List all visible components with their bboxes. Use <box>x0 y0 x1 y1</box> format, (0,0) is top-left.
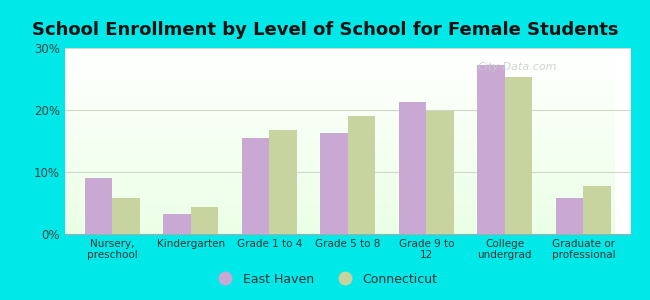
Bar <box>65 129 615 132</box>
Legend: East Haven, Connecticut: East Haven, Connecticut <box>207 268 443 291</box>
Bar <box>65 64 615 67</box>
Bar <box>65 85 615 88</box>
Bar <box>65 160 615 163</box>
Bar <box>65 172 615 175</box>
Bar <box>65 194 615 197</box>
Bar <box>65 94 615 98</box>
Bar <box>65 157 615 160</box>
Bar <box>65 107 615 110</box>
Bar <box>65 181 615 184</box>
Bar <box>65 51 615 54</box>
Bar <box>65 150 615 153</box>
Bar <box>65 101 615 104</box>
Bar <box>65 82 615 85</box>
Bar <box>505 77 532 234</box>
Bar <box>65 231 615 234</box>
Bar <box>348 116 375 234</box>
Bar <box>65 144 615 147</box>
Bar <box>65 225 615 228</box>
Bar <box>65 141 615 144</box>
Bar <box>65 190 615 194</box>
Bar <box>65 206 615 209</box>
Bar <box>65 184 615 188</box>
Bar <box>65 116 615 119</box>
Bar <box>65 175 615 178</box>
Bar <box>190 207 218 234</box>
Bar <box>477 65 505 234</box>
Bar <box>65 178 615 181</box>
Bar <box>65 48 615 51</box>
Bar <box>65 132 615 135</box>
Text: City-Data.com: City-Data.com <box>478 62 557 72</box>
Bar <box>65 67 615 70</box>
Bar <box>65 76 615 79</box>
Bar <box>556 198 584 234</box>
Bar <box>65 212 615 215</box>
Bar <box>320 133 348 234</box>
Bar <box>65 215 615 218</box>
Bar <box>65 73 615 76</box>
Bar <box>65 125 615 129</box>
Bar <box>65 228 615 231</box>
Bar <box>65 92 615 94</box>
Bar <box>65 54 615 57</box>
Bar <box>399 102 426 234</box>
Bar <box>65 138 615 141</box>
Bar <box>65 98 615 101</box>
Bar <box>65 70 615 73</box>
Bar <box>65 110 615 113</box>
Bar <box>65 113 615 116</box>
Bar <box>65 104 615 107</box>
Bar <box>65 88 615 91</box>
Bar <box>65 209 615 212</box>
Bar <box>65 135 615 138</box>
Bar <box>269 130 296 234</box>
Bar <box>65 122 615 125</box>
Bar <box>65 169 615 172</box>
Bar <box>242 138 269 234</box>
Bar <box>65 166 615 169</box>
Bar <box>65 188 615 190</box>
Bar <box>65 57 615 60</box>
Bar <box>65 222 615 225</box>
Bar <box>65 79 615 82</box>
Bar <box>112 198 140 234</box>
Bar <box>65 60 615 64</box>
Bar <box>65 197 615 200</box>
Bar <box>65 119 615 122</box>
Bar <box>65 200 615 203</box>
Bar <box>65 218 615 222</box>
Bar <box>584 186 611 234</box>
Bar <box>65 163 615 166</box>
Bar <box>84 178 112 234</box>
Text: School Enrollment by Level of School for Female Students: School Enrollment by Level of School for… <box>32 21 618 39</box>
Bar <box>65 147 615 150</box>
Bar <box>426 111 454 234</box>
Bar <box>65 203 615 206</box>
Bar <box>65 153 615 157</box>
Bar <box>163 214 190 234</box>
